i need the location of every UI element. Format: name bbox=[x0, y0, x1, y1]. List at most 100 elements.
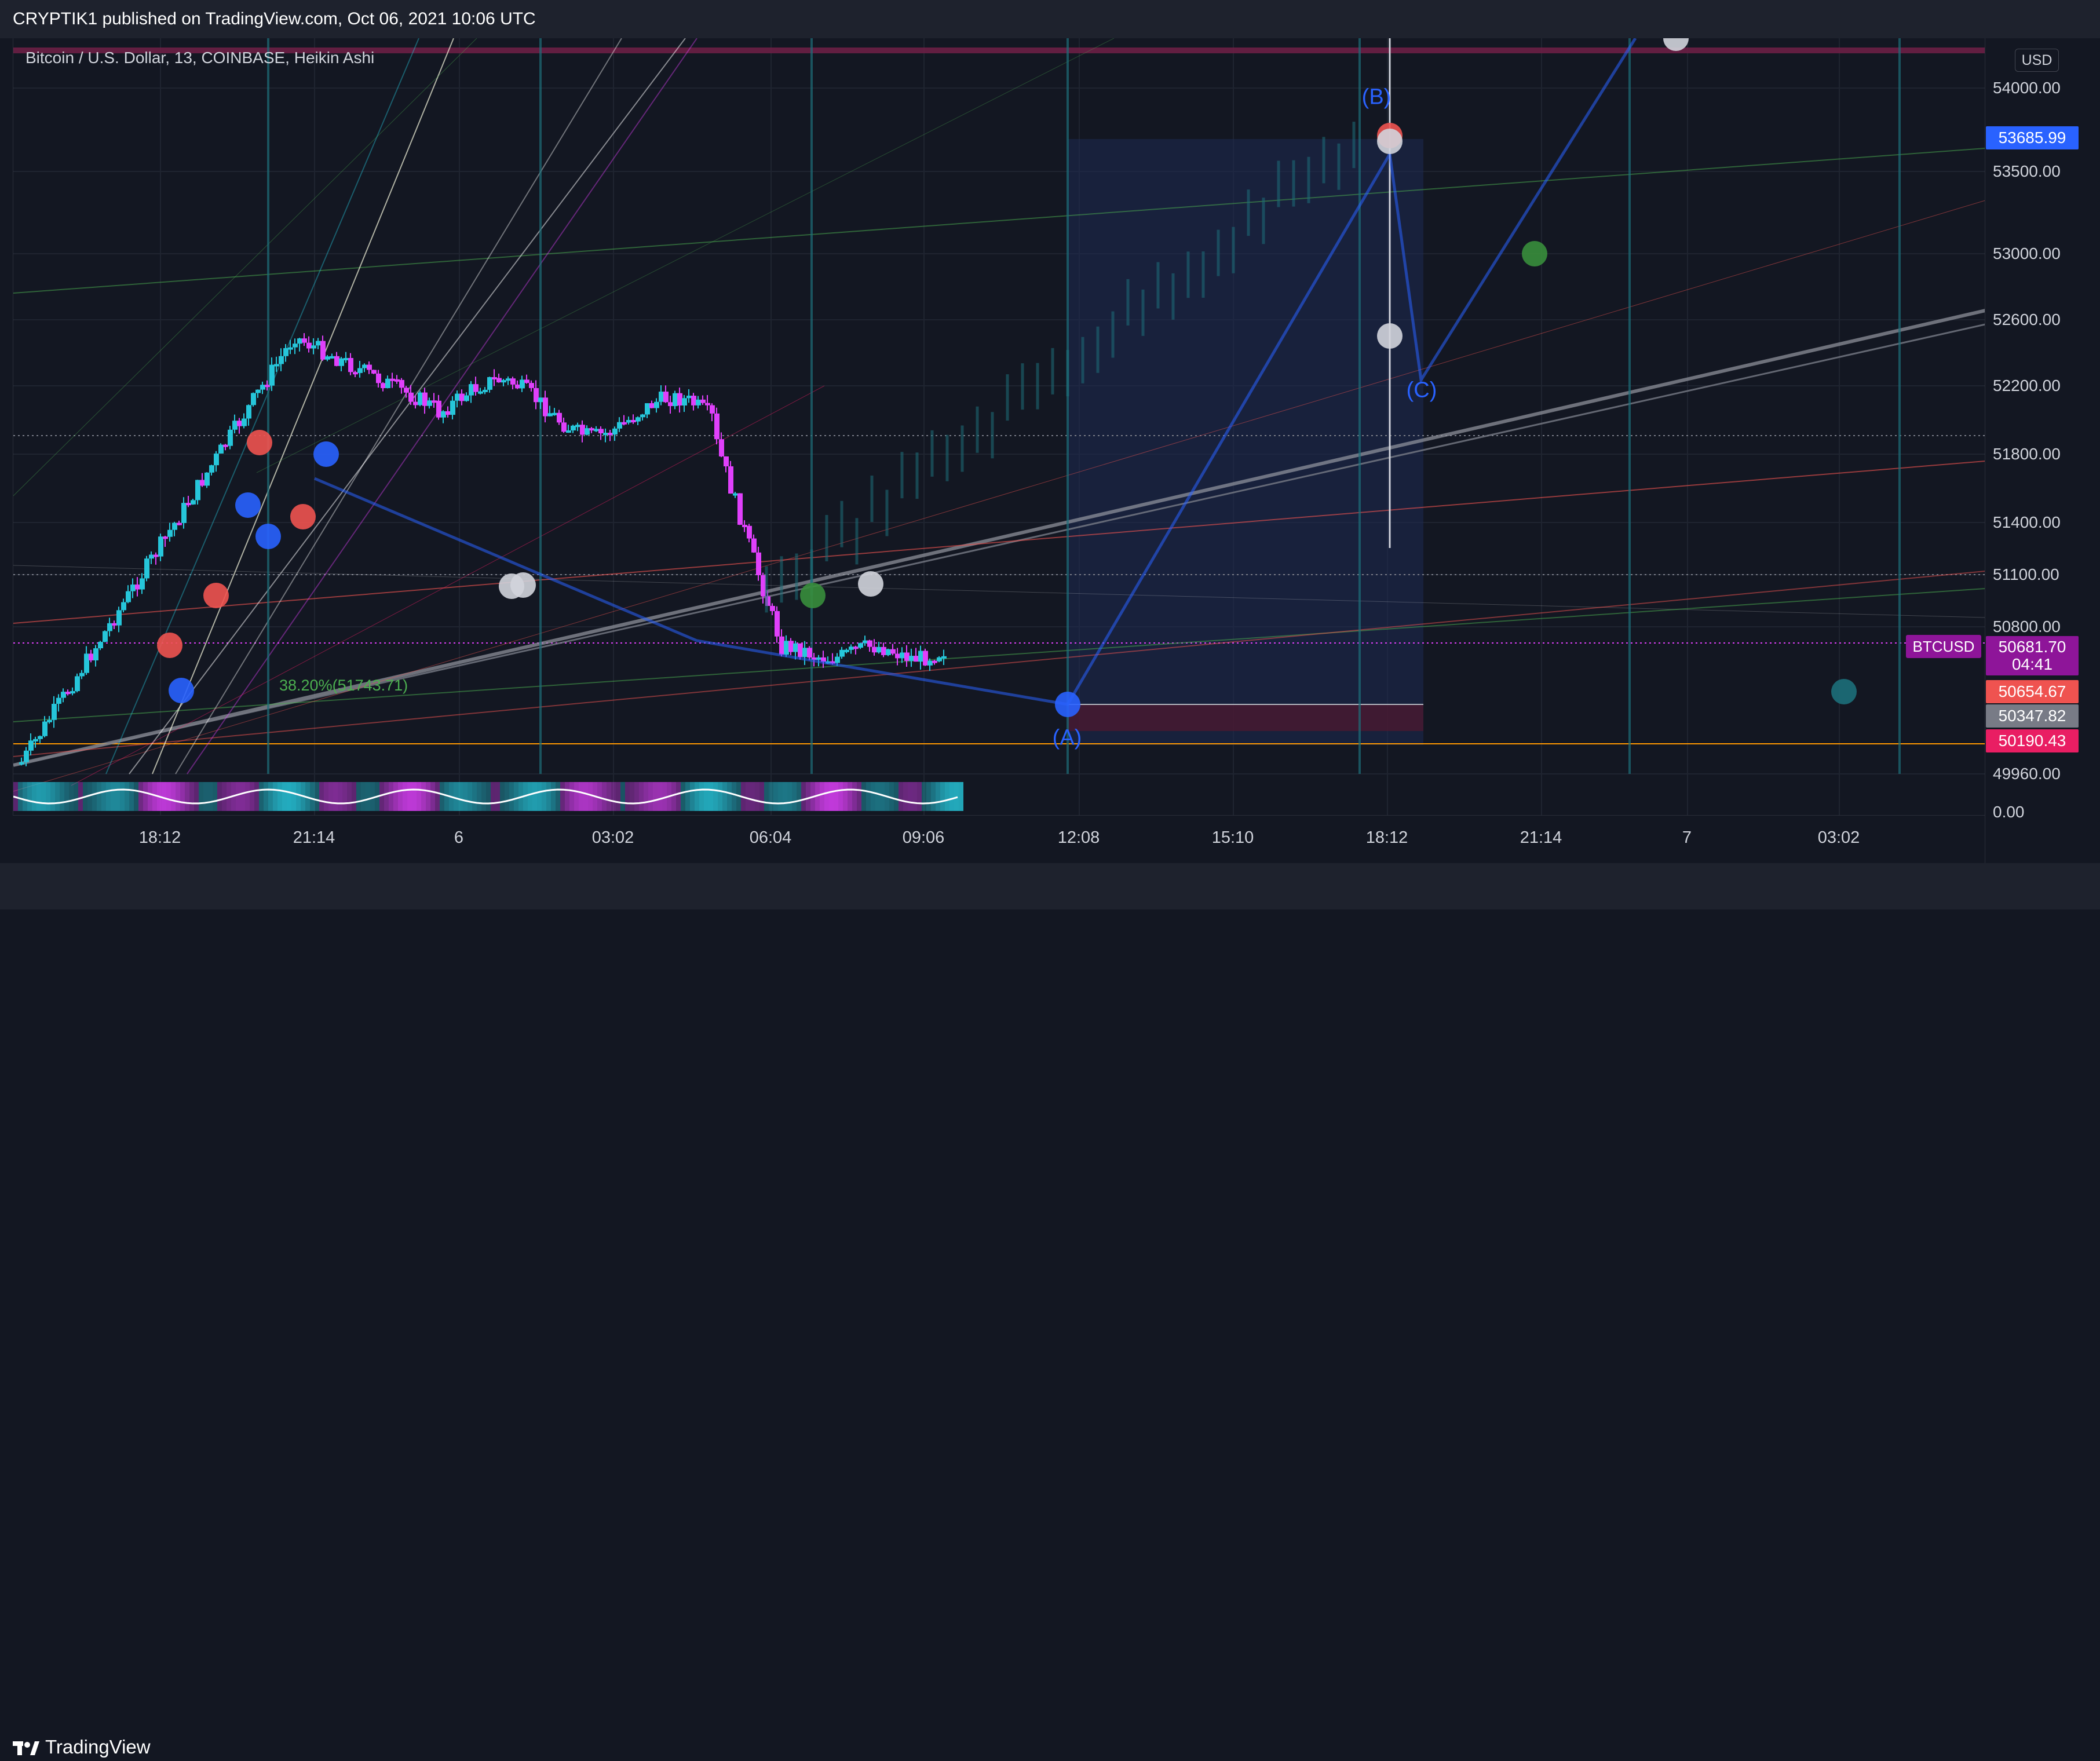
candle-body bbox=[177, 523, 182, 525]
resistance-band bbox=[13, 48, 1985, 53]
candle-body bbox=[761, 575, 766, 597]
oscillator-cell bbox=[903, 782, 908, 811]
oscillator-cell bbox=[287, 782, 291, 811]
chart-title: Bitcoin / U.S. Dollar, 13, COINBASE, Hei… bbox=[25, 49, 375, 67]
candle-body bbox=[904, 652, 910, 661]
oscillator-cell bbox=[370, 782, 375, 811]
y-tick-label: 52200.00 bbox=[1993, 377, 2061, 394]
oscillator-cell bbox=[74, 782, 78, 811]
oscillator-cell bbox=[931, 782, 936, 811]
candle-body bbox=[251, 393, 256, 405]
candle-body bbox=[756, 552, 761, 575]
candle-body bbox=[75, 676, 80, 692]
candle-body bbox=[265, 385, 270, 388]
current-price-value: 50681.70 bbox=[1998, 638, 2066, 656]
oscillator-cell bbox=[792, 782, 797, 811]
oscillator-cell bbox=[87, 782, 92, 811]
oscillator-cell bbox=[458, 782, 463, 811]
candle-body bbox=[812, 657, 817, 660]
candle-body bbox=[821, 657, 826, 662]
oscillator-cell bbox=[727, 782, 732, 811]
candle-body bbox=[367, 364, 372, 370]
oscillator-cell bbox=[55, 782, 60, 811]
candle-body bbox=[33, 739, 38, 741]
chart-area[interactable] bbox=[13, 38, 1985, 815]
oscillator-cell bbox=[60, 782, 64, 811]
oscillator-cell bbox=[676, 782, 681, 811]
candle-body bbox=[853, 646, 859, 649]
oscillator-cell bbox=[639, 782, 644, 811]
candle-body bbox=[269, 364, 275, 386]
currency-button[interactable]: USD bbox=[2015, 49, 2059, 72]
oscillator-cell bbox=[574, 782, 579, 811]
oscillator-cell bbox=[912, 782, 917, 811]
candle-body bbox=[320, 341, 326, 360]
oscillator-cell bbox=[857, 782, 861, 811]
oscillator-cell bbox=[704, 782, 708, 811]
oscillator-cell bbox=[403, 782, 407, 811]
candle-body bbox=[38, 736, 43, 739]
oscillator-cell bbox=[880, 782, 885, 811]
candle-body bbox=[524, 379, 529, 383]
candle-body bbox=[941, 656, 947, 659]
oscillator-cell bbox=[797, 782, 801, 811]
x-tick-label: 06:04 bbox=[749, 828, 792, 847]
signal-dot bbox=[800, 583, 826, 608]
oscillator-cell bbox=[658, 782, 662, 811]
oscillator-cell bbox=[699, 782, 704, 811]
oscillator-cell bbox=[565, 782, 569, 811]
candle-body bbox=[932, 660, 937, 663]
oscillator-cell bbox=[625, 782, 630, 811]
candle-body bbox=[186, 503, 191, 506]
x-tick-label: 6 bbox=[454, 828, 464, 847]
oscillator-cell bbox=[120, 782, 125, 811]
fib-level-label: 38.20%(51743.71) bbox=[279, 677, 408, 694]
price-chart[interactable] bbox=[13, 38, 1985, 815]
oscillator-cell bbox=[189, 782, 194, 811]
candle-body bbox=[459, 393, 465, 401]
candle-body bbox=[385, 378, 390, 389]
trend-line bbox=[13, 588, 1985, 722]
candle-body bbox=[103, 631, 108, 642]
candle-body bbox=[279, 356, 284, 364]
candle-body bbox=[649, 403, 655, 408]
candle-body bbox=[19, 762, 24, 765]
oscillator-cell bbox=[671, 782, 676, 811]
candle-body bbox=[483, 389, 488, 392]
oscillator-cell bbox=[245, 782, 250, 811]
candle-body bbox=[357, 368, 363, 373]
oscillator-cell bbox=[430, 782, 435, 811]
y-tick-label: 50800.00 bbox=[1993, 618, 2061, 635]
level-tag-gray: 50347.82 bbox=[1986, 704, 2079, 728]
oscillator-cell bbox=[468, 782, 472, 811]
oscillator-cell bbox=[537, 782, 542, 811]
oscillator-cell bbox=[106, 782, 111, 811]
signal-dot bbox=[1522, 241, 1547, 266]
wave-b-label: (B) bbox=[1361, 85, 1392, 109]
x-tick-label: 18:12 bbox=[1365, 828, 1408, 847]
trend-line bbox=[13, 38, 477, 496]
y-tick-label: 0.00 bbox=[1993, 803, 2025, 821]
trend-line bbox=[13, 565, 1985, 618]
footer-bar: TradingView bbox=[0, 863, 2100, 1758]
oscillator-cell bbox=[240, 782, 245, 811]
candle-body bbox=[914, 656, 919, 662]
oscillator-cell bbox=[393, 782, 398, 811]
oscillator-cell bbox=[954, 782, 959, 811]
candle-body bbox=[663, 392, 669, 403]
candle-body bbox=[659, 392, 664, 402]
oscillator-cell bbox=[199, 782, 203, 811]
oscillator-cell bbox=[78, 782, 83, 811]
candle-body bbox=[673, 393, 678, 407]
oscillator-cell bbox=[254, 782, 259, 811]
oscillator-cell bbox=[532, 782, 537, 811]
tradingview-logo[interactable]: TradingView bbox=[13, 1736, 151, 1758]
candle-body bbox=[793, 643, 798, 652]
oscillator-cell bbox=[148, 782, 152, 811]
candle-body bbox=[427, 400, 432, 406]
candle-body bbox=[737, 493, 743, 525]
y-tick-label: 51100.00 bbox=[1993, 565, 2059, 583]
candle-body bbox=[65, 692, 71, 695]
candle-body bbox=[900, 652, 905, 659]
candle-body bbox=[228, 429, 233, 446]
